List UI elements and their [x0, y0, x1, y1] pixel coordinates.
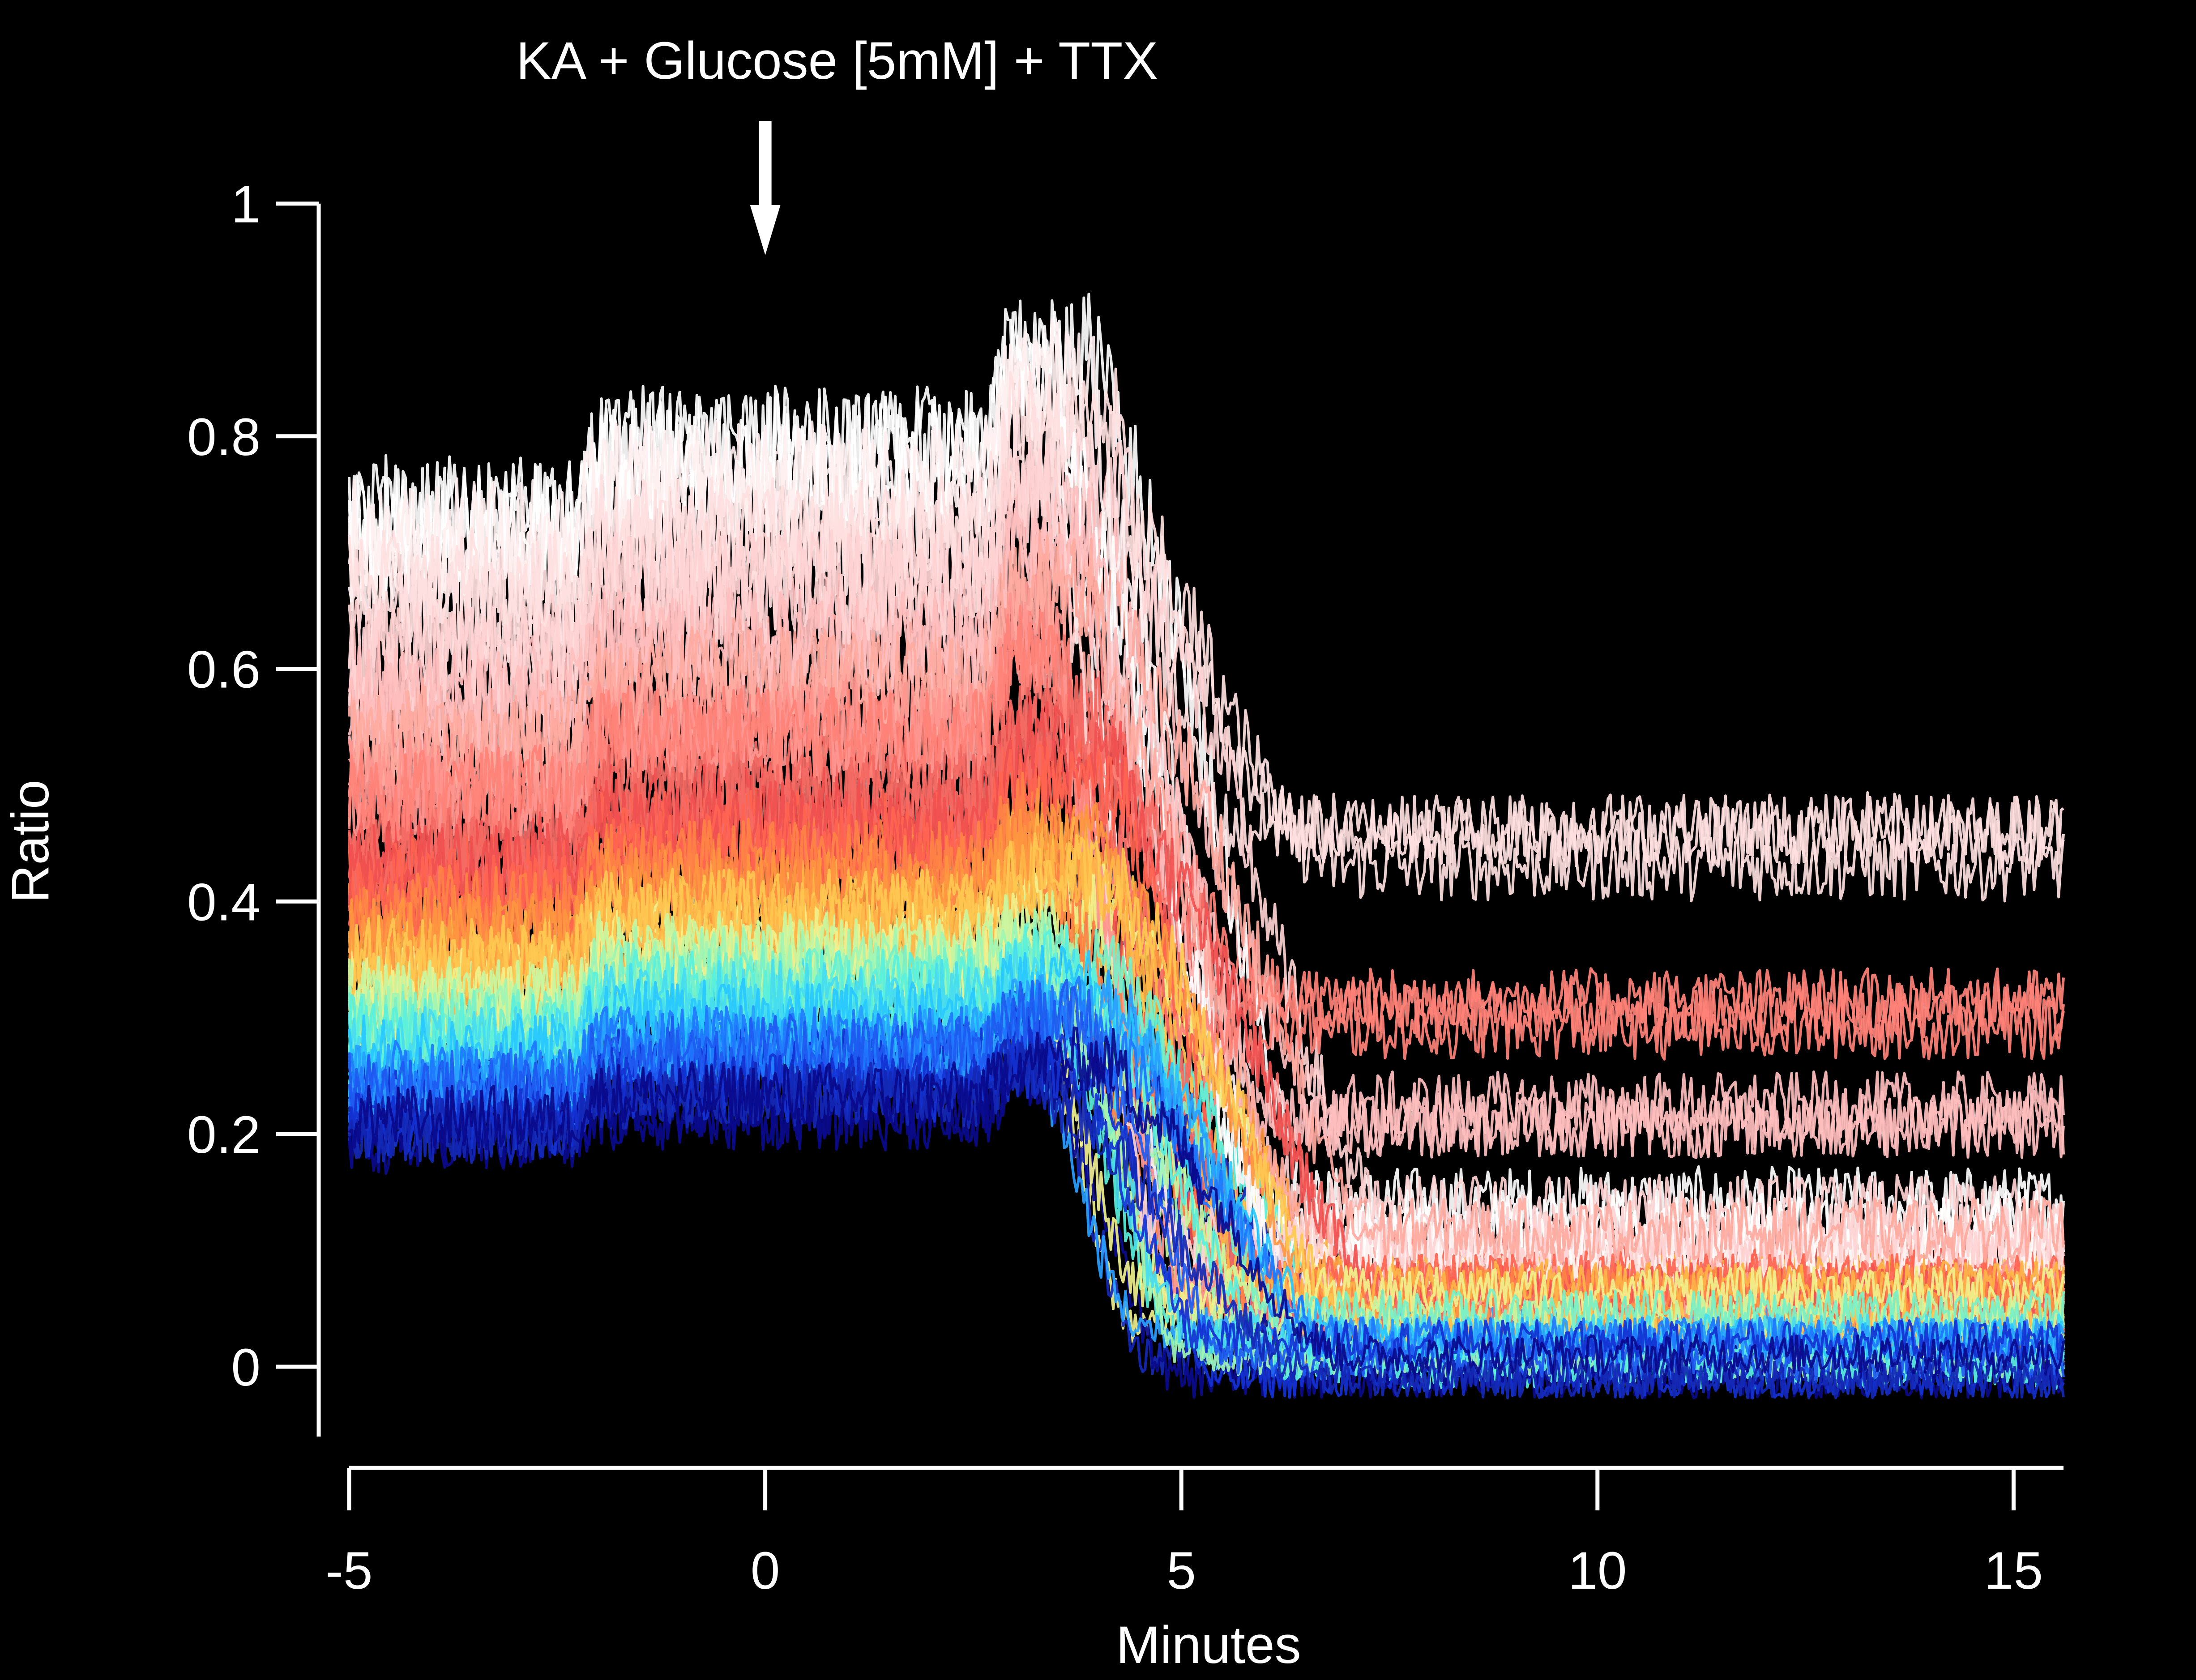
y-axis-title: Ratio	[1, 780, 60, 903]
arrow-head	[750, 205, 781, 255]
stimulus-annotation: KA + Glucose [5mM] + TTX	[516, 31, 1158, 255]
x-tick-label: 10	[1568, 1541, 1627, 1600]
y-tick-label: 0.8	[187, 408, 261, 467]
down-arrow-icon	[750, 121, 781, 255]
y-tick-label: 0.4	[187, 873, 261, 932]
annotation-label: KA + Glucose [5mM] + TTX	[516, 31, 1158, 90]
trace-line	[348, 978, 2065, 1381]
trace-line	[348, 367, 2064, 868]
y-tick-label: 0.2	[187, 1105, 261, 1164]
trace-line	[348, 485, 2065, 1158]
x-axis-title: Minutes	[1116, 1616, 1301, 1675]
y-tick-label: 0.6	[187, 640, 261, 699]
trace-line	[348, 1026, 2065, 1375]
x-tick-label: 5	[1166, 1541, 1196, 1600]
arrow-shaft	[759, 121, 772, 206]
trace-line	[348, 605, 2065, 1061]
x-tick-label: 0	[751, 1541, 780, 1600]
trace-line	[348, 431, 2065, 1274]
traces-group	[348, 292, 2065, 1400]
x-tick-label: -5	[326, 1541, 373, 1600]
x-tick-label: 15	[1984, 1541, 2043, 1600]
axes-group: 0 0.2 0.4 0.6 0.8 1 -5 0 5 10 15	[187, 175, 2064, 1600]
trace-line	[348, 923, 2065, 1337]
y-tick-label: 1	[231, 175, 261, 234]
trace-line	[348, 533, 2065, 1263]
y-tick-label: 0	[231, 1338, 261, 1397]
y-ticks: 0 0.2 0.4 0.6 0.8 1	[187, 175, 319, 1397]
x-ticks: -5 0 5 10 15	[326, 1468, 2043, 1600]
